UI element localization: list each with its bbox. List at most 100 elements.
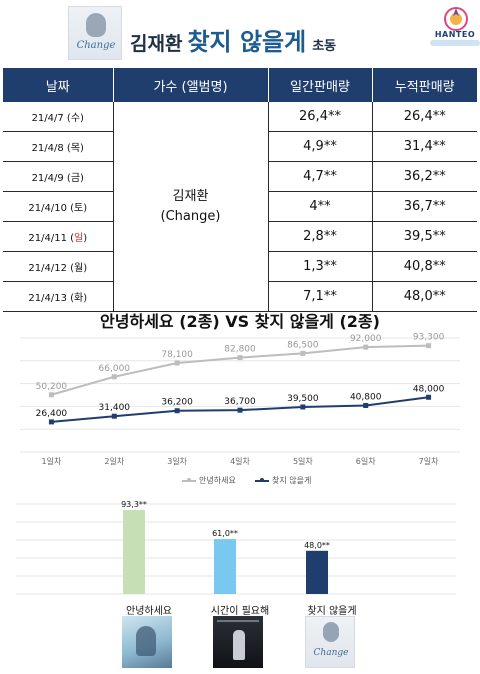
cell-total: 48,0** <box>371 281 477 312</box>
legend-swatch <box>255 477 269 482</box>
bar <box>123 510 145 594</box>
bar <box>306 550 328 594</box>
cell-total: 40,8** <box>371 251 477 282</box>
data-point <box>48 419 54 425</box>
bar <box>214 539 236 594</box>
cover-figure <box>136 626 156 656</box>
line-chart-legend: 안녕하세요 찾지 않을게 <box>150 475 350 489</box>
col-header-artist: 가수 (앨범명) <box>113 68 269 102</box>
col-header-total: 누적판매량 <box>372 68 477 102</box>
cover-figure <box>323 622 339 642</box>
data-point <box>363 344 369 350</box>
x-tick-label: 3일차 <box>167 457 187 466</box>
title-tag: 초동 <box>312 39 337 54</box>
table-row: 21/4/13 (화) 7,1** 48,0** <box>3 281 477 312</box>
date-weekday-sunday: 일 <box>74 233 84 244</box>
cell-total: 36,2** <box>371 161 477 192</box>
data-label: 78,100 <box>161 350 193 360</box>
col-header-date: 날짜 <box>3 68 114 102</box>
data-label: 36,200 <box>161 398 193 408</box>
cell-total: 26,4** <box>371 102 477 132</box>
cell-daily: 2,8** <box>267 221 373 252</box>
bar-category-label: 시간이 필요해 <box>210 606 270 617</box>
cell-daily: 26,4** <box>267 102 373 132</box>
cell-daily: 4** <box>267 191 373 222</box>
data-point <box>237 407 243 413</box>
table-header-row: 날짜 가수 (앨범명) 일간판매량 누적판매량 <box>3 68 477 102</box>
legend-item-series-1: 안녕하세요 <box>182 475 236 486</box>
data-label: 31,400 <box>99 403 131 413</box>
date-suffix: ) <box>83 233 88 244</box>
table-row: 21/4/10 (토) 4** 36,7** <box>3 191 477 222</box>
data-point <box>363 402 369 408</box>
x-tick-label: 5일차 <box>293 457 313 466</box>
title-artist: 김재환 <box>130 33 183 55</box>
title-song: 찾지 않을게 <box>187 28 307 56</box>
cell-total: 36,7** <box>371 191 477 222</box>
x-tick-label: 2일차 <box>104 457 124 466</box>
cell-date: 21/4/10 (토) <box>3 191 114 222</box>
data-label: 26,400 <box>36 409 68 419</box>
album-cover-1 <box>122 616 172 668</box>
data-point <box>111 413 117 419</box>
cell-date: 21/4/11 (일) <box>3 221 114 252</box>
artist-photo <box>86 13 106 37</box>
data-point <box>237 355 243 361</box>
x-tick-label: 1일차 <box>42 457 62 466</box>
album-cover-thumbnail: Change <box>68 6 122 60</box>
cell-daily: 1,3** <box>267 251 373 282</box>
data-label: 92,000 <box>350 334 382 344</box>
cell-date: 21/4/13 (화) <box>3 281 114 312</box>
legend-swatch <box>182 477 196 482</box>
cell-date: 21/4/8 (목) <box>3 131 114 162</box>
album-name: (Change) <box>160 208 221 224</box>
artist-name: 김재환 <box>172 188 209 204</box>
x-tick-label: 7일차 <box>419 457 439 466</box>
page-title: 김재환 찾지 않을게 초동 <box>130 22 336 56</box>
data-point <box>300 350 306 356</box>
album-cover-title: Change <box>76 40 116 51</box>
data-label: 39,500 <box>287 394 319 404</box>
data-point <box>111 374 117 380</box>
data-label: 93,300 <box>413 333 445 343</box>
data-point <box>426 394 432 400</box>
sales-table: 날짜 가수 (앨범명) 일간판매량 누적판매량 21/4/7 (수) 김재환 (… <box>3 68 477 312</box>
album-cover-2 <box>213 616 263 668</box>
data-label: 48,000 <box>413 384 445 394</box>
data-point <box>426 343 432 349</box>
col-header-daily: 일간판매량 <box>268 68 373 102</box>
cell-artist: 김재환 (Change) <box>113 102 269 312</box>
cell-total: 31,4** <box>371 131 477 162</box>
bar-category-label: 찾지 않을게 <box>307 606 357 617</box>
data-label: 36,700 <box>224 397 256 407</box>
x-tick-label: 6일차 <box>356 457 376 466</box>
logo-underline <box>430 40 480 46</box>
cell-date: 21/4/12 (월) <box>3 251 114 282</box>
cell-date: 21/4/9 (금) <box>3 161 114 192</box>
legend-label: 안녕하세요 <box>199 476 236 485</box>
album-cover-title: Change <box>313 648 349 658</box>
hanteo-logo-icon <box>444 7 468 31</box>
data-label: 86,500 <box>287 340 319 350</box>
data-point <box>174 360 180 366</box>
cover-figure <box>233 630 245 660</box>
table-row: 21/4/11 (일) 2,8** 39,5** <box>3 221 477 252</box>
bar-category-label: 안녕하세요 <box>126 606 172 617</box>
table-row: 21/4/12 (월) 1,3** 40,8** <box>3 251 477 282</box>
line-chart-title: 안녕하세요 (2종) VS 찾지 않을게 (2종) <box>100 312 380 331</box>
data-label: 66,000 <box>99 364 131 374</box>
bar-chart: 93,3** 61,0** 48,0** <box>16 500 456 595</box>
album-cover-3: Change <box>305 616 355 668</box>
cell-daily: 4,9** <box>267 131 373 162</box>
data-label: 82,800 <box>224 345 256 355</box>
data-point <box>300 404 306 410</box>
data-label: 50,200 <box>36 382 68 392</box>
bar-value-label: 48,0** <box>304 541 330 550</box>
data-point <box>174 408 180 414</box>
logo-text: HANTEO <box>434 30 476 39</box>
cell-daily: 4,7** <box>267 161 373 192</box>
bar-value-label: 61,0** <box>212 529 238 538</box>
table-row: 21/4/8 (목) 4,9** 31,4** <box>3 131 477 162</box>
table-row: 21/4/9 (금) 4,7** 36,2** <box>3 161 477 192</box>
line-chart: 1일차 2일차 3일차 4일차 5일차 6일차 7일차 50,200 66,000 78,100 8… <box>20 333 460 466</box>
